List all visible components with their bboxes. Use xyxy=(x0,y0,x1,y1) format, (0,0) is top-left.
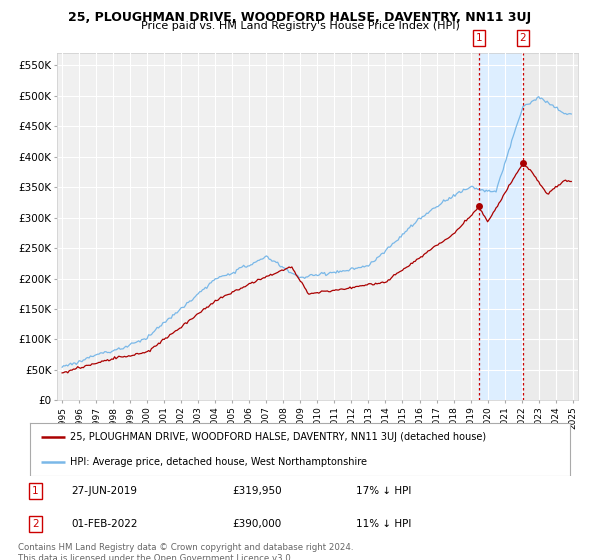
Text: £390,000: £390,000 xyxy=(232,519,281,529)
Text: 11% ↓ HPI: 11% ↓ HPI xyxy=(356,519,412,529)
Text: 2: 2 xyxy=(32,519,39,529)
Text: 25, PLOUGHMAN DRIVE, WOODFORD HALSE, DAVENTRY, NN11 3UJ (detached house): 25, PLOUGHMAN DRIVE, WOODFORD HALSE, DAV… xyxy=(71,432,487,442)
Text: 1: 1 xyxy=(32,486,39,496)
Bar xyxy=(479,53,523,400)
Text: 1: 1 xyxy=(476,33,482,43)
Bar xyxy=(523,53,581,400)
Text: HPI: Average price, detached house, West Northamptonshire: HPI: Average price, detached house, West… xyxy=(71,457,367,467)
Text: 27-JUN-2019: 27-JUN-2019 xyxy=(71,486,137,496)
Text: 01-FEB-2022: 01-FEB-2022 xyxy=(71,519,138,529)
Text: Price paid vs. HM Land Registry's House Price Index (HPI): Price paid vs. HM Land Registry's House … xyxy=(140,21,460,31)
Text: £319,950: £319,950 xyxy=(232,486,282,496)
Text: 2: 2 xyxy=(520,33,526,43)
Text: 17% ↓ HPI: 17% ↓ HPI xyxy=(356,486,412,496)
Text: Contains HM Land Registry data © Crown copyright and database right 2024.
This d: Contains HM Land Registry data © Crown c… xyxy=(18,543,353,560)
Text: 25, PLOUGHMAN DRIVE, WOODFORD HALSE, DAVENTRY, NN11 3UJ: 25, PLOUGHMAN DRIVE, WOODFORD HALSE, DAV… xyxy=(68,11,532,24)
